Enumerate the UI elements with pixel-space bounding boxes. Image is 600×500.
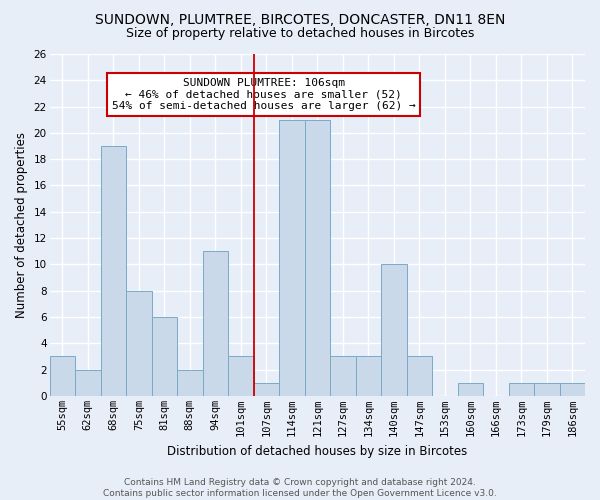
Bar — [407, 356, 432, 396]
Bar — [101, 146, 126, 396]
Bar — [50, 356, 75, 396]
Bar — [381, 264, 407, 396]
Bar — [152, 317, 177, 396]
Bar — [458, 382, 483, 396]
Text: SUNDOWN PLUMTREE: 106sqm
← 46% of detached houses are smaller (52)
54% of semi-d: SUNDOWN PLUMTREE: 106sqm ← 46% of detach… — [112, 78, 416, 111]
Bar — [75, 370, 101, 396]
Bar — [560, 382, 585, 396]
X-axis label: Distribution of detached houses by size in Bircotes: Distribution of detached houses by size … — [167, 444, 467, 458]
Text: Contains HM Land Registry data © Crown copyright and database right 2024.
Contai: Contains HM Land Registry data © Crown c… — [103, 478, 497, 498]
Bar — [177, 370, 203, 396]
Y-axis label: Number of detached properties: Number of detached properties — [15, 132, 28, 318]
Bar — [203, 251, 228, 396]
Bar — [534, 382, 560, 396]
Bar — [509, 382, 534, 396]
Bar — [356, 356, 381, 396]
Bar — [254, 382, 279, 396]
Bar — [126, 290, 152, 396]
Bar — [228, 356, 254, 396]
Bar — [305, 120, 330, 396]
Bar — [279, 120, 305, 396]
Text: SUNDOWN, PLUMTREE, BIRCOTES, DONCASTER, DN11 8EN: SUNDOWN, PLUMTREE, BIRCOTES, DONCASTER, … — [95, 12, 505, 26]
Text: Size of property relative to detached houses in Bircotes: Size of property relative to detached ho… — [126, 28, 474, 40]
Bar — [330, 356, 356, 396]
